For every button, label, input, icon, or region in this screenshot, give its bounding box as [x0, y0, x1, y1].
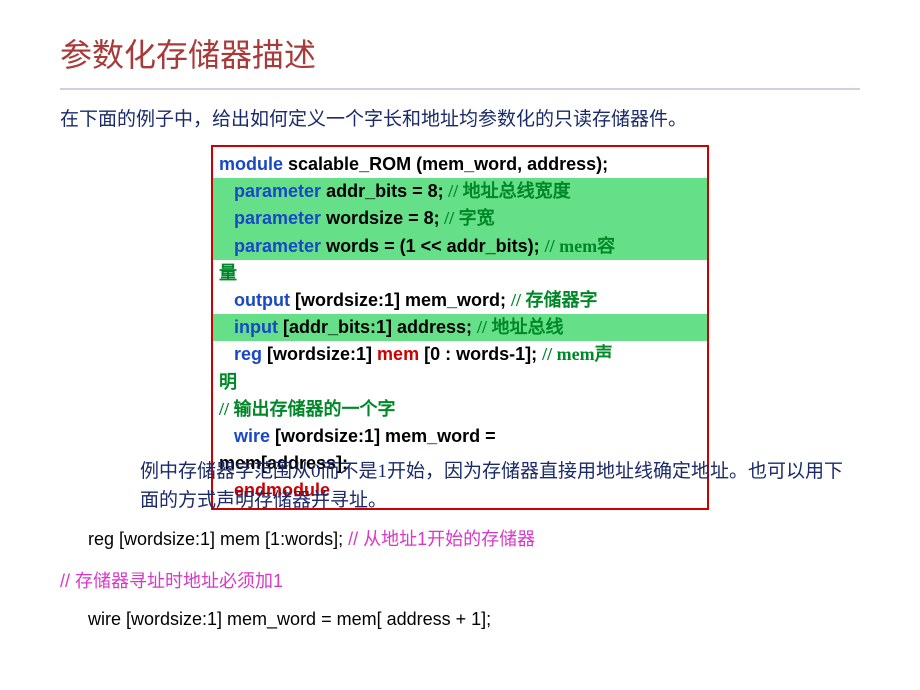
code-comment: 量 [219, 263, 237, 283]
code-comment-out: // 输出存储器的一个字 [213, 396, 707, 423]
code-text: [wordsize:1] mem_word; [290, 290, 511, 310]
code-comment: // 字宽 [440, 208, 495, 228]
code-text: [0 : words-1]; [419, 344, 542, 364]
kw-parameter: parameter [234, 181, 321, 201]
kw-mem: mem [377, 344, 419, 364]
code-reg: reg [wordsize:1] mem [0 : words-1]; // m… [213, 341, 707, 368]
code-reg-alt: reg [wordsize:1] mem [1:words]; // 从地址1开… [88, 525, 860, 551]
kw-output: output [234, 290, 290, 310]
kw-reg: reg [234, 344, 262, 364]
code-param2: parameter wordsize = 8; // 字宽 [213, 205, 707, 232]
code-comment: 明 [219, 372, 237, 392]
kw-parameter: parameter [234, 208, 321, 228]
overlap-region: 例中存储器字范围从0而不是1开始，因为存储器直接用地址线确定地址。也可以用下面的… [140, 458, 860, 515]
code-comment: // 地址总线宽度 [444, 181, 571, 201]
code-comment: // 地址总线 [477, 317, 564, 337]
code-comment: // mem容 [545, 236, 615, 256]
code-text: wordsize = 8; [321, 208, 440, 228]
intro-text: 在下面的例子中，给出如何定义一个字长和地址均参数化的只读存储器件。 [60, 104, 860, 131]
code-input: input [addr_bits:1] address; // 地址总线 [213, 314, 707, 341]
title-divider [60, 88, 860, 90]
code-comment: // 从地址1开始的存储器 [348, 529, 535, 549]
code-text: scalable_ROM (mem_word, address); [283, 154, 608, 174]
addr-comment: // 存储器寻址时地址必须加1 [60, 567, 860, 593]
code-text: addr_bits = 8; [321, 181, 444, 201]
code-box: module scalable_ROM (mem_word, address);… [211, 145, 709, 510]
code-comment: // 输出存储器的一个字 [219, 399, 396, 419]
code-comment: // 存储器字 [511, 290, 598, 310]
code-comment: // mem声 [542, 344, 612, 364]
code-text: words = (1 << addr_bits); [321, 236, 545, 256]
kw-input: input [234, 317, 278, 337]
code-reg-cont: 明 [213, 369, 707, 396]
kw-parameter: parameter [234, 236, 321, 256]
code-output: output [wordsize:1] mem_word; // 存储器字 [213, 287, 707, 314]
code-wire1: wire [wordsize:1] mem_word = [213, 423, 707, 450]
code-text: [wordsize:1] mem_word = [270, 426, 496, 446]
code-param3-cont: 量 [213, 260, 707, 287]
explanation-paragraph: 例中存储器字范围从0而不是1开始，因为存储器直接用地址线确定地址。也可以用下面的… [140, 458, 860, 515]
code-text: reg [wordsize:1] mem [1:words]; [88, 529, 348, 549]
code-wire-alt: wire [wordsize:1] mem_word = mem[ addres… [88, 609, 860, 630]
kw-wire: wire [234, 426, 270, 446]
code-text: [wordsize:1] [262, 344, 377, 364]
code-param1: parameter addr_bits = 8; // 地址总线宽度 [213, 178, 707, 205]
code-module: module scalable_ROM (mem_word, address); [213, 151, 707, 178]
code-param3: parameter words = (1 << addr_bits); // m… [213, 233, 707, 260]
code-text: [addr_bits:1] address; [278, 317, 477, 337]
kw-module: module [219, 154, 283, 174]
slide-title: 参数化存储器描述 [60, 30, 860, 76]
